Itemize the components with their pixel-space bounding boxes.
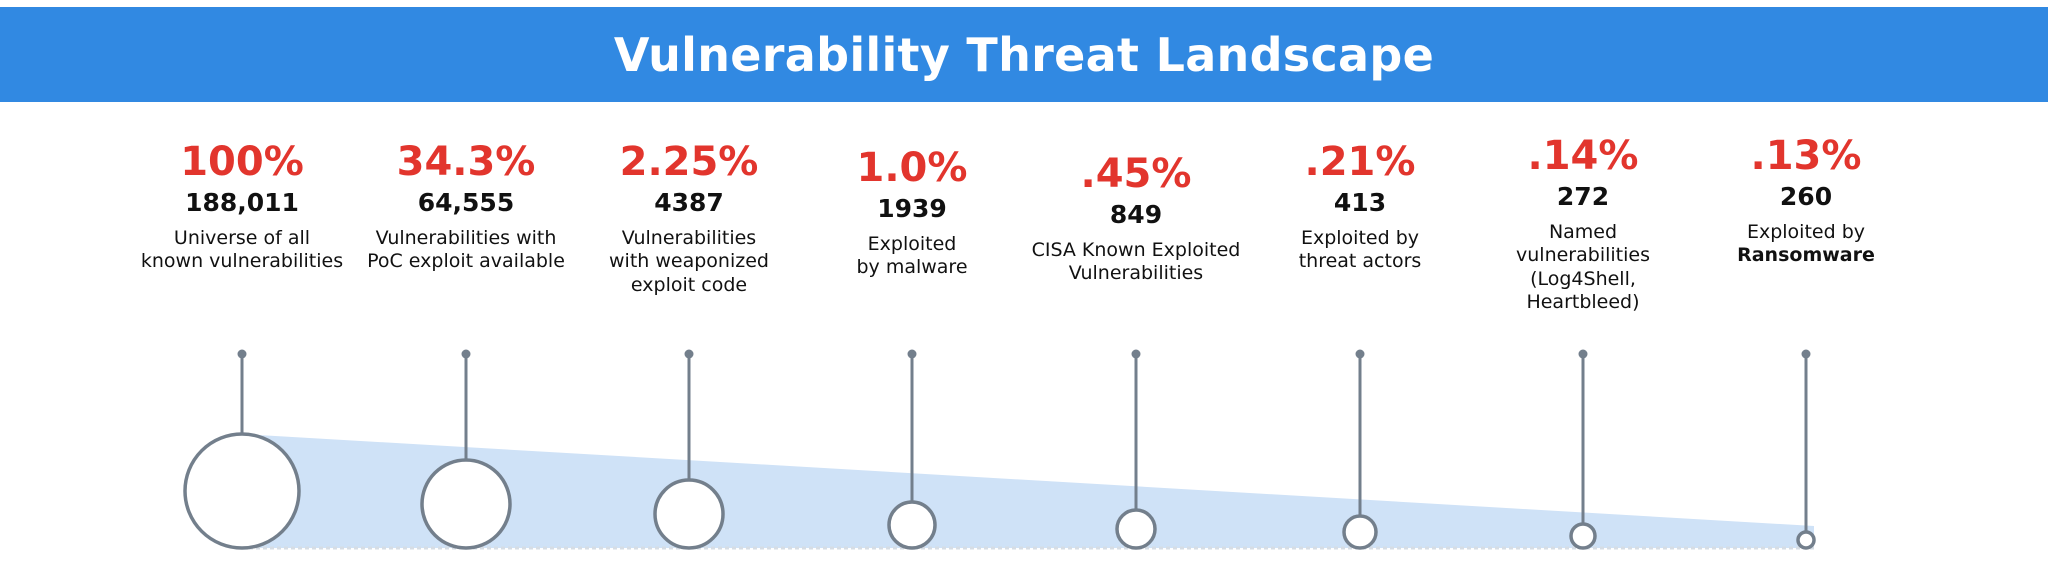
stage-count: 64,555 (417, 187, 515, 217)
stage-description-line: Vulnerabilities with (375, 227, 557, 250)
stage-description-line: PoC exploit available (367, 250, 565, 273)
stage-stem-dot (1801, 349, 1811, 359)
stage-count: 849 (1109, 199, 1163, 229)
stage-circle (420, 458, 512, 550)
stage-description-line: Exploited (867, 233, 957, 256)
stage-stem-dot (461, 349, 471, 359)
stage-stem-dot (1131, 349, 1141, 359)
stage-description: Universe of all known vulnerabilities (117, 227, 367, 273)
stage-description-line: Vulnerabilities (1068, 262, 1204, 285)
stage-2: 34.3% 64,555 Vulnerabilities with PoC explo… (341, 140, 591, 274)
funnel-shape (242, 434, 1814, 548)
stage-circle (1796, 530, 1816, 550)
stage-description-line: vulnerabilities (1516, 244, 1650, 267)
stage-stem-dot (237, 349, 247, 359)
stage-description-line: Universe of all (173, 227, 311, 250)
stage-description-line: CISA Known Exploited (1031, 239, 1241, 262)
stage-circle (1342, 514, 1378, 550)
stage-8: .13% 260 Exploited by Ransomware (1681, 134, 1931, 268)
stage-description-line: with weaponized (609, 250, 769, 273)
stage-stem-dot (1578, 349, 1588, 359)
stage-percent: .45% (1080, 151, 1192, 197)
title-banner: Vulnerability Threat Landscape (0, 7, 2048, 102)
stage-percent: .21% (1304, 139, 1416, 185)
stage-percent: 100% (180, 139, 304, 185)
stage-circle (653, 478, 725, 550)
stage-circle (887, 500, 937, 550)
stage-description: CISA Known Exploited Vulnerabilities (1011, 239, 1261, 285)
stage-percent: .13% (1750, 133, 1862, 179)
stage-count: 413 (1333, 187, 1387, 217)
stage-percent: 1.0% (856, 145, 968, 191)
stage-3: 2.25% 4387 Vulnerabilities with weaponized e… (564, 140, 814, 297)
stage-count: 188,011 (185, 187, 299, 217)
stage-stem-dot (907, 349, 917, 359)
stage-description-line: Heartbleed) (1526, 290, 1640, 313)
stage-description-line: Exploited by (1746, 221, 1866, 244)
page-title: Vulnerability Threat Landscape (613, 27, 1435, 82)
stage-description: Vulnerabilities with PoC exploit availabl… (341, 227, 591, 273)
stage-description: Exploited by Ransomware (1681, 221, 1931, 267)
stage-circle (1115, 508, 1157, 550)
stage-description: Vulnerabilities with weaponized exploit co… (564, 227, 814, 297)
stage-description-line: by malware (856, 256, 968, 279)
stage-stem-dot (684, 349, 694, 359)
stage-circle (183, 432, 301, 550)
stage-description-line: threat actors (1298, 250, 1422, 273)
stage-description-line: Vulnerabilities (621, 227, 757, 250)
stage-count: 260 (1779, 181, 1833, 211)
stage-description-line: Named (1548, 221, 1618, 244)
stage-percent: 2.25% (619, 139, 759, 185)
stage-description-line: exploit code (630, 273, 748, 296)
stage-stem-dot (1355, 349, 1365, 359)
stage-description-emphasis: Ransomware (1737, 244, 1875, 267)
stage-4: 1.0% 1939 Exploited by malware (787, 146, 1037, 280)
stage-description: Named vulnerabilities (Log4Shell, Heartblee… (1458, 221, 1708, 314)
stage-percent: .14% (1527, 133, 1639, 179)
stage-description-line: Exploited by (1300, 227, 1420, 250)
stage-count: 4387 (654, 187, 724, 217)
stage-circle (1569, 522, 1597, 550)
stage-count: 272 (1556, 181, 1610, 211)
stage-5: .45% 849 CISA Known Exploited Vulnerabiliti… (1011, 152, 1261, 286)
stage-description: Exploited by malware (787, 233, 1037, 279)
stage-7: .14% 272 Named vulnerabilities (Log4Shell, He… (1458, 134, 1708, 314)
stage-1: 100% 188,011 Universe of all known vulnerab… (117, 140, 367, 274)
stage-description: Exploited by threat actors (1235, 227, 1485, 273)
stage-description-line: (Log4Shell, (1530, 267, 1636, 290)
stage-description-line: known vulnerabilities (140, 250, 344, 273)
stage-count: 1939 (877, 193, 947, 223)
stage-6: .21% 413 Exploited by threat actors (1235, 140, 1485, 274)
stage-percent: 34.3% (396, 139, 536, 185)
